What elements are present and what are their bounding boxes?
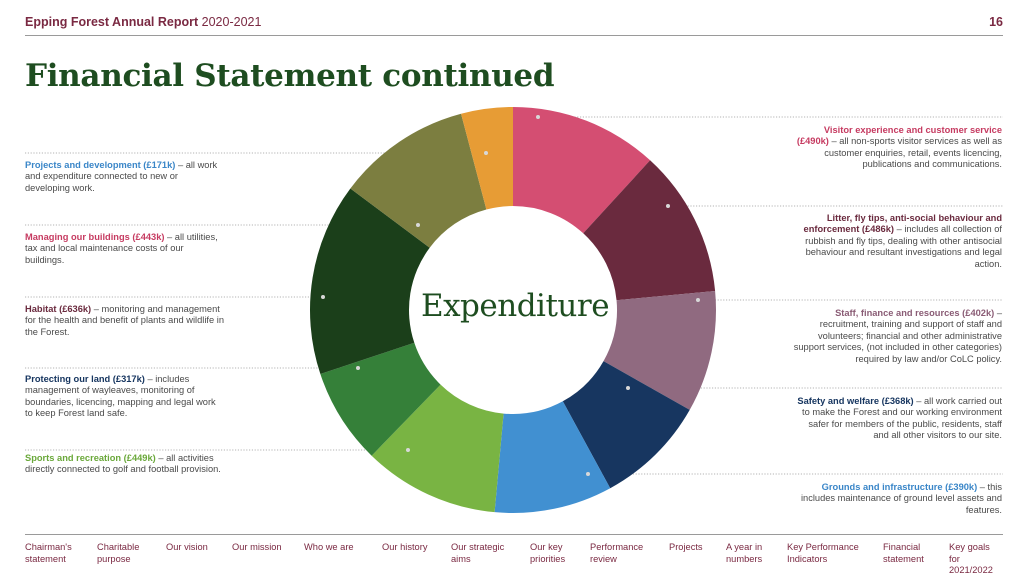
nav-item-charitable[interactable]: Charitable purpose [97, 542, 139, 565]
desc-grounds: Grounds and infrastructure (£390k) – thi… [792, 482, 1002, 516]
nav-item-label: Our mission [232, 542, 282, 552]
desc-staff-head: Staff, finance and resources (£402k) [835, 308, 995, 318]
desc-sports-body: – all activities directly connected to g… [25, 453, 221, 475]
leader-dot [586, 472, 590, 476]
desc-staff: Staff, finance and resources (£402k) – r… [792, 308, 1002, 365]
nav-item-projects[interactable]: Projects [669, 542, 703, 554]
nav-item-label: Our key [530, 542, 563, 552]
nav-item-label: A year in [726, 542, 763, 552]
leader-dot [666, 204, 670, 208]
desc-safety-body: – all work carried out to make the Fores… [802, 396, 1002, 441]
nav-item-label: Our strategic [451, 542, 505, 552]
desc-grounds-head: Grounds and infrastructure (£390k) [821, 482, 978, 492]
nav-item-label: Our history [382, 542, 428, 552]
desc-protecting-head: Protecting our land (£317k) [25, 374, 145, 384]
nav-item-performance[interactable]: Performance review [590, 542, 643, 565]
nav-item-label-line2: numbers [726, 553, 763, 564]
nav-item-our-history[interactable]: Our history [382, 542, 427, 554]
nav-item-label-line2: statement [883, 553, 924, 564]
desc-protecting-body: – includes management of wayleaves, moni… [25, 374, 216, 419]
desc-safety: Safety and welfare (£368k) – all work ca… [792, 396, 1002, 442]
page-number: 16 [989, 15, 1003, 29]
nav-item-label: Key goals [949, 542, 990, 552]
desc-buildings-body: – all utilities, tax and local maintenan… [25, 232, 218, 265]
nav-item-label: Charitable [97, 542, 140, 552]
desc-grounds-body: – this includes maintenance of ground le… [800, 482, 1002, 515]
desc-sports: Sports and recreation (£449k) – all acti… [25, 453, 225, 476]
desc-projects-body: – all work and expenditure connected to … [25, 160, 218, 193]
nav-item-chairman-s[interactable]: Chairman's statement [25, 542, 72, 565]
nav-item-our-mission[interactable]: Our mission [232, 542, 282, 554]
desc-staff-body: – recruitment, training and support of s… [793, 308, 1002, 364]
desc-visitor-body: – all non-sports visitor services as wel… [824, 136, 1002, 170]
nav-item-label: Projects [669, 542, 703, 552]
donut-slice-sports-and-recreation [371, 384, 504, 513]
desc-protecting: Protecting our land (£317k) – includes m… [25, 374, 225, 420]
nav-item-label-line2: purpose [97, 553, 131, 564]
nav-item-label-line2: statement [25, 553, 66, 564]
nav-item-label: Who we are [304, 542, 354, 552]
desc-projects: Projects and development (£171k) – all w… [25, 160, 225, 194]
desc-buildings: Managing our buildings (£443k) – all uti… [25, 232, 225, 266]
nav-item-label-line2: priorities [530, 553, 566, 564]
desc-habitat-body: – monitoring and management for the heal… [25, 304, 224, 337]
report-title: Epping Forest Annual Report 2020-2021 [25, 15, 261, 29]
donut-slice-protecting-our-land [320, 342, 441, 456]
desc-litter: Litter, fly tips, anti-social behaviour … [792, 213, 1002, 270]
nav-item-label: Our vision [166, 542, 208, 552]
donut-slice-grounds-and-infrastructure [494, 401, 611, 513]
report-year: 2020-2021 [201, 15, 262, 29]
donut-slice-managing-our-buildings [350, 113, 487, 248]
nav-item-label: Key Performance [787, 542, 859, 552]
nav-item-a-year-in[interactable]: A year in numbers [726, 542, 762, 565]
desc-projects-head: Projects and development (£171k) [25, 160, 176, 170]
desc-sports-head: Sports and recreation (£449k) [25, 453, 156, 463]
nav-item-label-line2: for 2021/2022 [949, 553, 993, 576]
donut-slice-safety-and-welfare [562, 361, 690, 489]
desc-habitat: Habitat (£636k) – monitoring and managem… [25, 304, 225, 338]
desc-buildings-head: Managing our buildings (£443k) [25, 232, 165, 242]
nav-item-label: Financial [883, 542, 921, 552]
desc-visitor-head: Visitor experience and customer service … [796, 125, 1002, 147]
desc-litter-head: Litter, fly tips, anti-social behaviour … [803, 213, 1002, 235]
nav-item-our-strategic[interactable]: Our strategic aims [451, 542, 504, 565]
donut-slice-staff-finance-and-resources [603, 290, 716, 410]
nav-item-label: Performance [590, 542, 644, 552]
donut-slice-habitat [310, 188, 430, 375]
leader-dot [356, 366, 360, 370]
desc-visitor: Visitor experience and customer service … [792, 125, 1002, 171]
leader-dot [626, 386, 630, 390]
nav-item-key-goals[interactable]: Key goals for 2021/2022 [949, 542, 1003, 577]
nav-item-who-we-are[interactable]: Who we are [304, 542, 354, 554]
leader-dot [696, 298, 700, 302]
leader-dot [321, 295, 325, 299]
desc-safety-head: Safety and welfare (£368k) [797, 396, 914, 406]
leader-dot [484, 151, 488, 155]
page-title: Financial Statement continued [25, 58, 555, 94]
desc-habitat-head: Habitat (£636k) [25, 304, 92, 314]
desc-litter-body: – includes all collection of rubbish and… [805, 224, 1002, 269]
nav-item-label: Chairman's [25, 542, 72, 552]
nav-item-label-line2: Indicators [787, 553, 828, 564]
donut-slice-projects-and-development [461, 107, 513, 210]
footer-nav: Chairman's statement Charitable purpose Our … [25, 534, 1003, 575]
page-header: Epping Forest Annual Report 2020-2021 16 [25, 14, 1003, 36]
donut-slice-litter-fly-tips-anti-social-behaviour-and-enforcement [583, 160, 716, 301]
leader-dot [536, 115, 540, 119]
nav-item-financial[interactable]: Financial statement [883, 542, 924, 565]
leader-dot [416, 223, 420, 227]
nav-item-label-line2: aims [451, 553, 471, 564]
donut-slice-visitor-experience-and-customer-service [513, 107, 651, 234]
nav-item-label-line2: review [590, 553, 617, 564]
nav-item-our-key[interactable]: Our key priorities [530, 542, 565, 565]
nav-item-our-vision[interactable]: Our vision [166, 542, 208, 554]
report-title-bold: Epping Forest Annual Report [25, 15, 199, 29]
chart-center-label: Expenditure [420, 288, 610, 324]
nav-item-key-performance[interactable]: Key Performance Indicators [787, 542, 859, 565]
leader-dot [406, 448, 410, 452]
